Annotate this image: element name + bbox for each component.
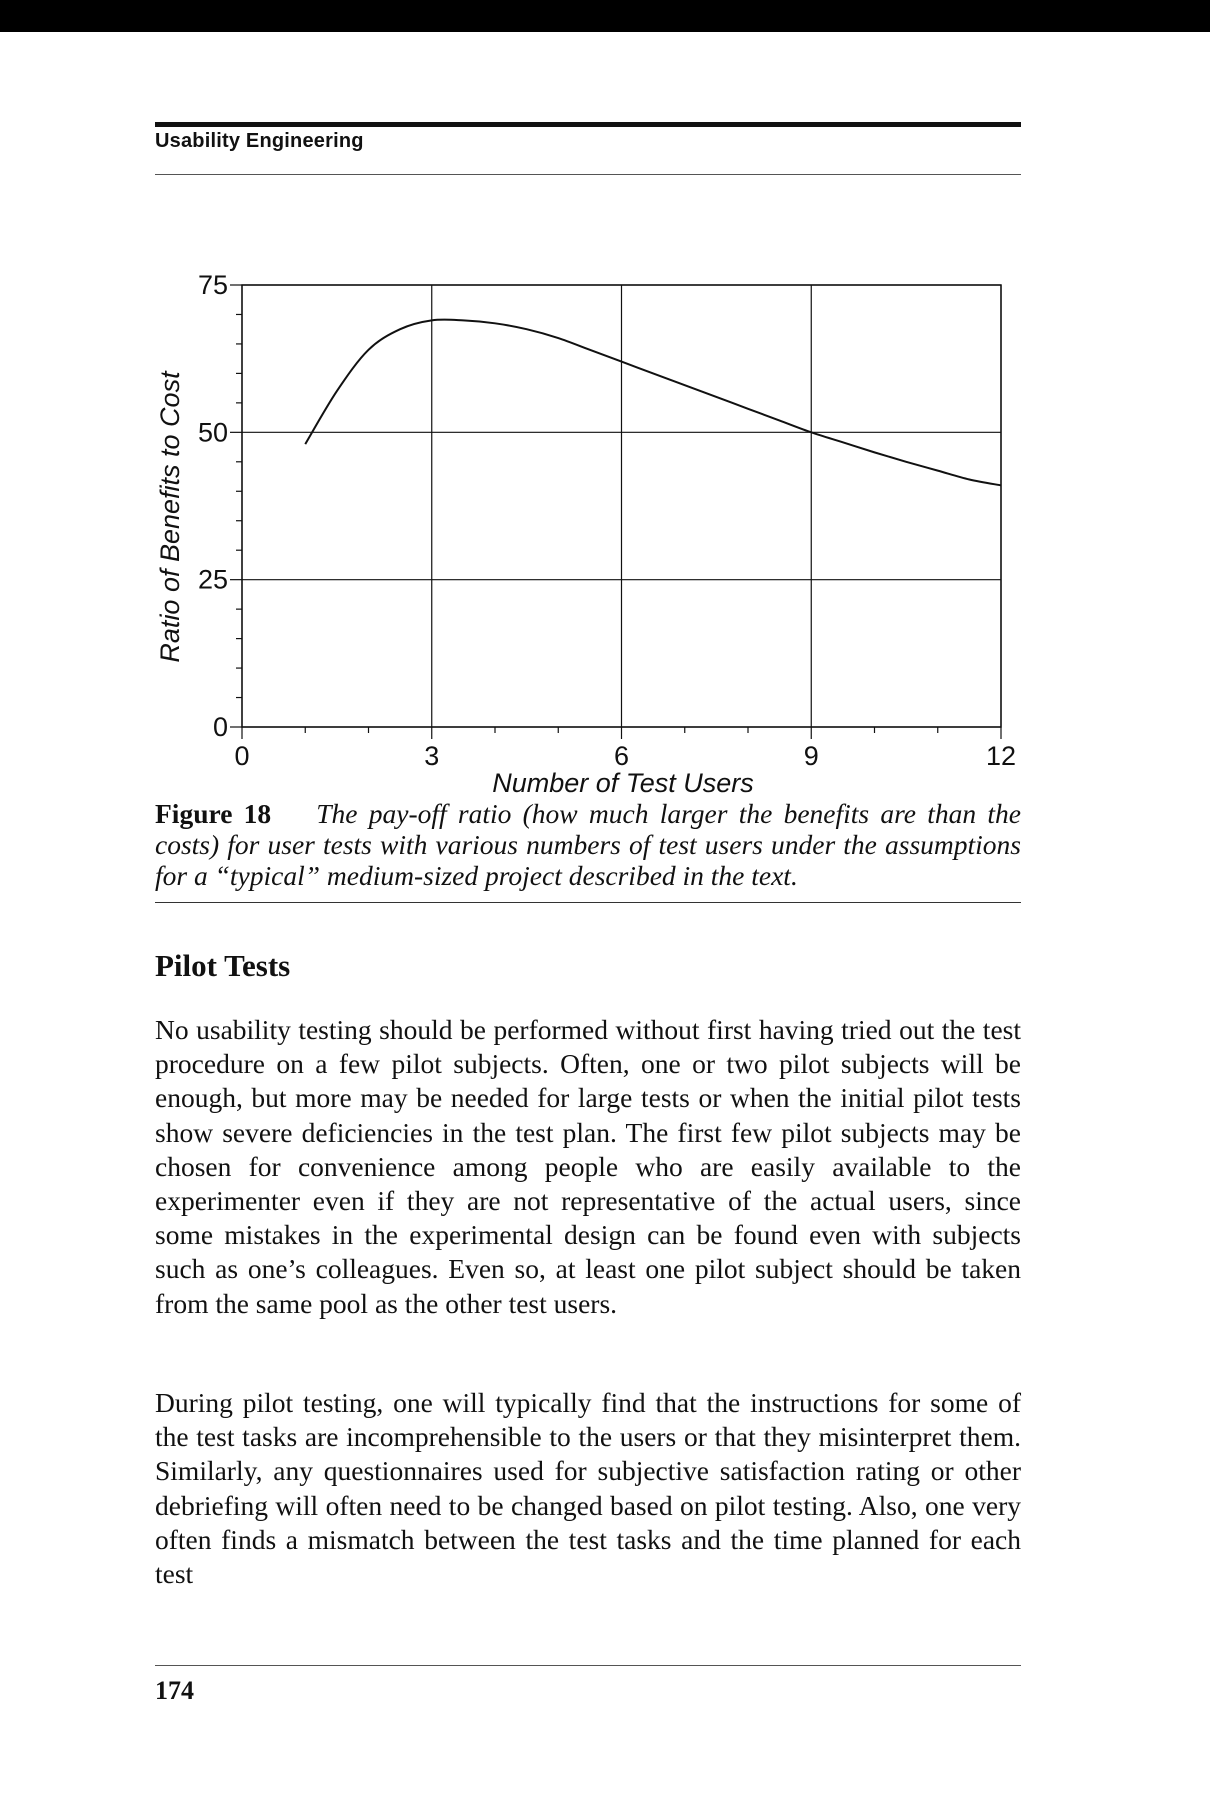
header-underline: [155, 174, 1021, 175]
series-line: [304, 318, 1002, 487]
benefit-cost-chart: 0 3 6 9 12 0 25 50 75 Number of Test Users Ratio…: [155, 270, 1016, 798]
y-axis-label: Ratio of Benefits to Cost: [155, 370, 185, 663]
figure-label: Figure 18: [155, 798, 272, 829]
y-tick-label: 0: [213, 712, 228, 742]
page: [0, 32, 1210, 1800]
x-tick-label: 6: [614, 741, 629, 771]
chart-grid: [241, 284, 1002, 728]
y-tick-label: 75: [198, 270, 228, 300]
footer-rule: [155, 1665, 1021, 1666]
x-tick-label: 12: [986, 741, 1016, 771]
y-tick-label: 25: [198, 565, 228, 595]
page-number: 174: [155, 1676, 194, 1705]
running-header-title: Usability Engineering: [155, 130, 364, 152]
scan-top-border: [0, 0, 1210, 32]
figure-caption-text: The pay-off ratio (how much larger the b…: [155, 798, 1022, 891]
chart-tick-labels: 0 3 6 9 12 0 25 50 75: [198, 270, 1016, 771]
x-tick-label: 0: [234, 741, 249, 771]
x-tick-label: 3: [424, 741, 439, 771]
body-paragraph: No usability testing should be performed…: [155, 1014, 1021, 1319]
header-rule: [155, 122, 1021, 127]
caption-rule: [155, 902, 1021, 903]
x-axis-label: Number of Test Users: [492, 768, 754, 798]
body-paragraph: During pilot testing, one will typically…: [155, 1387, 1021, 1590]
figure-caption: Figure 18 The pay-off ratio (how much la…: [155, 798, 1021, 891]
chart-series: [304, 318, 1002, 487]
section-heading: Pilot Tests: [155, 948, 291, 983]
y-tick-label: 50: [198, 417, 228, 447]
chart-ticks: [230, 284, 1002, 739]
x-tick-label: 9: [804, 741, 819, 771]
